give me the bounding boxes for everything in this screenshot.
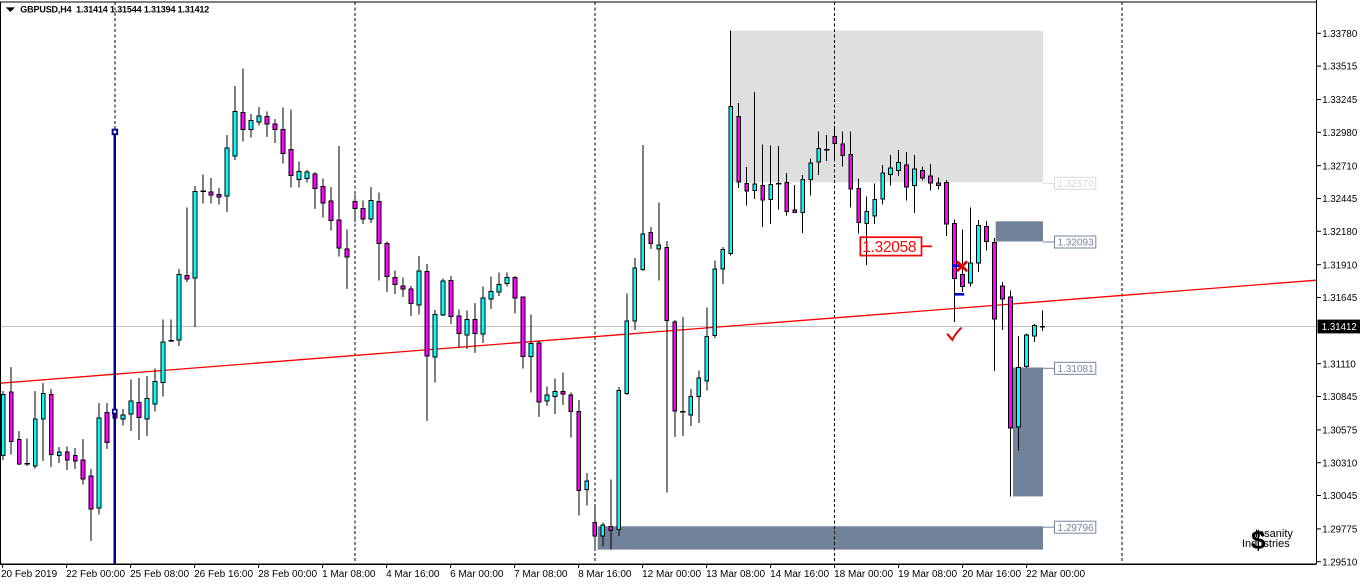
svg-text:1.31081: 1.31081 xyxy=(1058,364,1095,375)
svg-text:22 Feb 00:00: 22 Feb 00:00 xyxy=(66,569,125,580)
svg-text:13 Mar 08:00: 13 Mar 08:00 xyxy=(706,569,765,580)
svg-text:1.31110: 1.31110 xyxy=(1322,359,1356,370)
svg-text:20 Feb 2019: 20 Feb 2019 xyxy=(1,569,58,580)
svg-text:20 Mar 16:00: 20 Mar 16:00 xyxy=(962,569,1021,580)
svg-text:1.31412: 1.31412 xyxy=(1322,322,1357,333)
svg-text:26 Feb 16:00: 26 Feb 16:00 xyxy=(194,569,253,580)
svg-text:1.29510: 1.29510 xyxy=(1322,557,1358,568)
svg-text:7 Mar 08:00: 7 Mar 08:00 xyxy=(514,569,568,580)
svg-text:1.30845: 1.30845 xyxy=(1322,392,1357,403)
svg-text:1.30575: 1.30575 xyxy=(1322,426,1357,437)
svg-text:1.30310: 1.30310 xyxy=(1322,458,1358,469)
svg-text:4 Mar 16:00: 4 Mar 16:00 xyxy=(386,569,440,580)
svg-text:$: $ xyxy=(1251,525,1266,555)
svg-text:1.33245: 1.33245 xyxy=(1322,95,1357,106)
svg-text:1.32710: 1.32710 xyxy=(1322,161,1358,172)
svg-text:14 Mar 16:00: 14 Mar 16:00 xyxy=(770,569,829,580)
svg-text:18 Mar 00:00: 18 Mar 00:00 xyxy=(834,569,893,580)
svg-text:6 Mar 00:00: 6 Mar 00:00 xyxy=(450,569,504,580)
svg-text:Insanity: Insanity xyxy=(1255,528,1293,540)
svg-text:19 Mar 08:00: 19 Mar 08:00 xyxy=(898,569,957,580)
svg-text:22 Mar 00:00: 22 Mar 00:00 xyxy=(1026,569,1085,580)
svg-text:1.32180: 1.32180 xyxy=(1322,227,1358,238)
svg-text:1.31910: 1.31910 xyxy=(1322,260,1358,271)
svg-text:1.29796: 1.29796 xyxy=(1058,523,1095,534)
svg-text:1.32093: 1.32093 xyxy=(1058,238,1095,249)
svg-text:12 Mar 00:00: 12 Mar 00:00 xyxy=(642,569,701,580)
svg-text:GBPUSD,H4 1.31414 1.31544 1.3: GBPUSD,H4 1.31414 1.31544 1.31394 1.3141… xyxy=(20,5,209,15)
svg-text:8 Mar 16:00: 8 Mar 16:00 xyxy=(578,569,632,580)
svg-text:28 Feb 00:00: 28 Feb 00:00 xyxy=(258,569,317,580)
svg-text:1.32980: 1.32980 xyxy=(1322,128,1358,139)
svg-text:1.33780: 1.33780 xyxy=(1322,29,1358,40)
svg-text:1.29775: 1.29775 xyxy=(1322,525,1357,536)
svg-text:1 Mar 08:00: 1 Mar 08:00 xyxy=(322,569,376,580)
svg-text:1.31645: 1.31645 xyxy=(1322,293,1357,304)
svg-text:1.32570: 1.32570 xyxy=(1058,179,1095,190)
svg-text:25 Feb 08:00: 25 Feb 08:00 xyxy=(130,569,189,580)
svg-text:1.30045: 1.30045 xyxy=(1322,491,1357,502)
svg-text:1.32445: 1.32445 xyxy=(1322,194,1357,205)
svg-text:1.33515: 1.33515 xyxy=(1322,62,1357,73)
svg-text:Industries: Industries xyxy=(1242,538,1290,550)
svg-text:1.32058: 1.32058 xyxy=(862,239,916,256)
